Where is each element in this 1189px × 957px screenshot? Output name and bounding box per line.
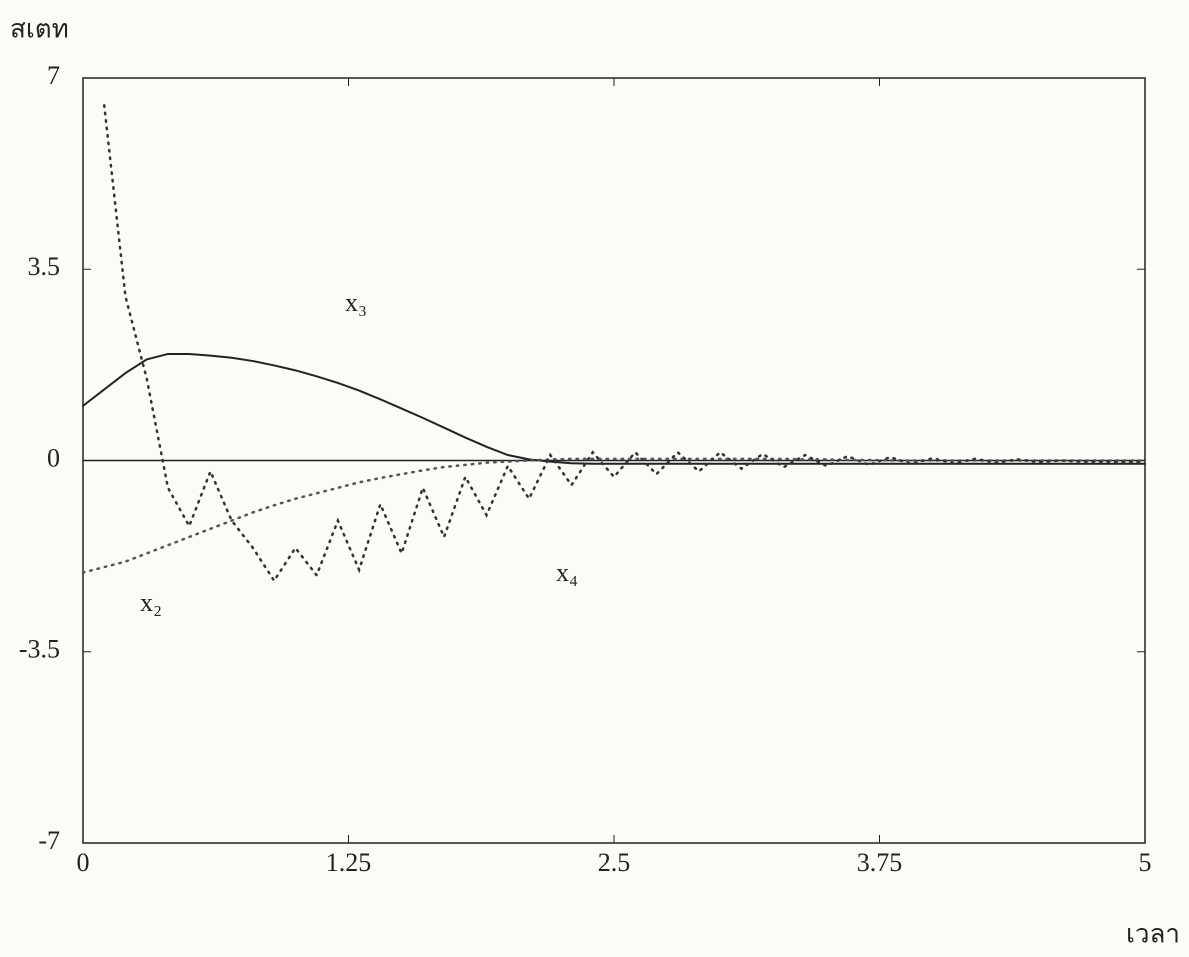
x-tick-label: 5 xyxy=(1139,848,1152,877)
y-tick-label: 7 xyxy=(47,61,60,90)
y-tick-label: -3.5 xyxy=(19,635,60,664)
y-tick-label: 0 xyxy=(47,443,60,472)
y-tick-label: 3.5 xyxy=(28,252,61,281)
x-axis-label: เวลา xyxy=(1126,920,1180,950)
series-label: x₄ xyxy=(556,558,578,587)
x-tick-label: 3.75 xyxy=(857,848,903,877)
y-axis-label: สเตท xyxy=(10,15,69,45)
series-label: x₂ xyxy=(140,588,162,617)
x-tick-label: 2.5 xyxy=(598,848,631,877)
series-line xyxy=(83,354,1145,464)
x-tick-label: 0 xyxy=(77,848,90,877)
series-label: x₃ xyxy=(345,288,367,317)
x-tick-label: 1.25 xyxy=(326,848,372,877)
y-tick-label: -7 xyxy=(38,826,60,855)
chart: สเตท เวลา -7 -3.5 0 3.5 7 0 1.25 2.5 3.75 5 x₃ x₂ x₄ xyxy=(0,0,1189,952)
series-line xyxy=(83,459,1145,573)
